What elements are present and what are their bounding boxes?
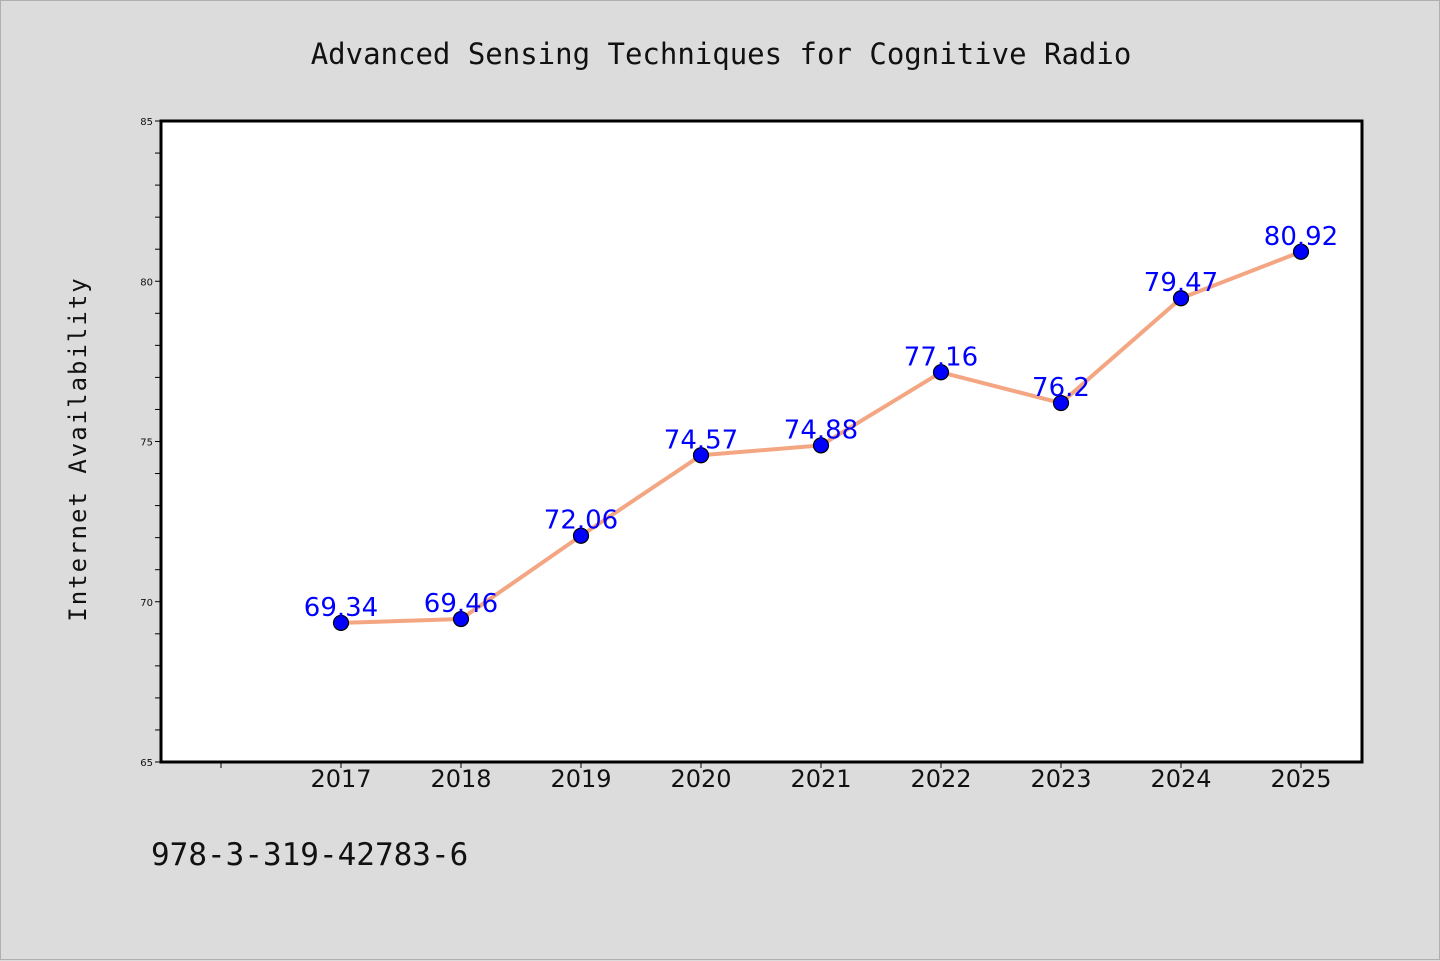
x-tick-label: 2020 — [670, 765, 731, 793]
footer-isbn: 978-3-319-42783-6 — [151, 837, 468, 873]
x-tick-label: 2025 — [1270, 765, 1331, 793]
x-tick-label: 2017 — [310, 765, 371, 793]
y-axis-label: Internet Availability — [64, 276, 92, 621]
data-point — [332, 614, 350, 632]
data-point — [692, 447, 710, 464]
y-tick-label: 65 — [140, 758, 153, 769]
data-point — [932, 364, 950, 381]
data-point — [812, 437, 830, 454]
data-label: 74.57 — [664, 425, 738, 455]
x-tick-label: 2021 — [790, 765, 851, 793]
data-point — [452, 610, 470, 628]
data-point — [1052, 394, 1070, 412]
axis-ticks: 65 70 75 80 85 2017 2018 2019 2020 2021 2022 2023 20… — [140, 117, 1331, 793]
x-tick-label: 2018 — [430, 765, 491, 793]
x-tick-label: 2023 — [1030, 765, 1091, 793]
y-tick-label: 70 — [140, 598, 153, 609]
data-label: 77.16 — [904, 342, 978, 372]
x-tick-label: 2024 — [1150, 765, 1211, 793]
data-label: 69.34 — [304, 593, 378, 623]
y-tick-label: 75 — [140, 438, 153, 449]
data-point — [1172, 290, 1190, 307]
chart-title: Advanced Sensing Techniques for Cognitiv… — [311, 37, 1132, 71]
data-label: 69.46 — [424, 589, 498, 619]
data-label: 72.06 — [544, 506, 618, 536]
x-tick-label: 2022 — [910, 765, 971, 793]
data-label: 76.2 — [1032, 373, 1090, 403]
data-label: 80.92 — [1264, 222, 1338, 252]
series-line-group: 69.34 69.46 72.06 74.57 74.88 77.16 76.2 79.47 8… — [304, 222, 1338, 632]
x-tick-label: 2019 — [550, 765, 611, 793]
data-label: 79.47 — [1144, 268, 1218, 298]
data-point — [1292, 243, 1310, 260]
y-tick-label: 85 — [140, 117, 153, 128]
plot-area — [159, 119, 1364, 764]
data-point — [572, 527, 590, 544]
data-label: 74.88 — [784, 415, 858, 445]
y-tick-label: 80 — [140, 277, 153, 288]
